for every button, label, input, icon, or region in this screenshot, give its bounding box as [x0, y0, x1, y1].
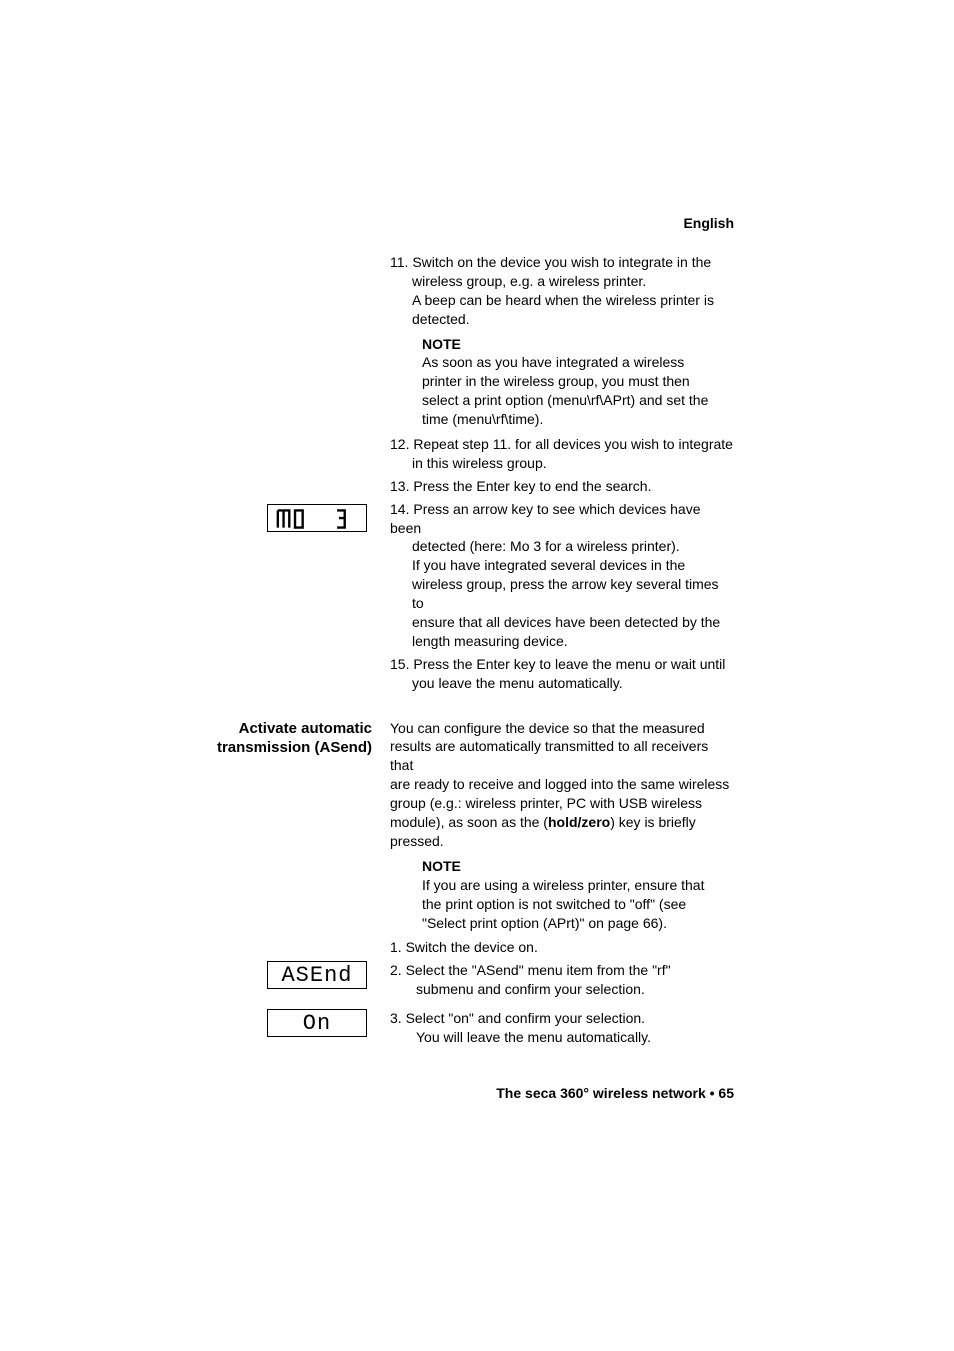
- document-page: English 11. Switch on the device you wis…: [0, 0, 954, 1051]
- step-12: 12. Repeat step 11. for all devices you …: [390, 435, 734, 473]
- step-12-line1: 12. Repeat step 11. for all devices you …: [390, 435, 734, 454]
- step-14-line4: wireless group, press the arrow key seve…: [390, 575, 734, 613]
- step-14-line3: If you have integrated several devices i…: [390, 556, 734, 575]
- asend-step-3-l2: You will leave the menu automatically.: [390, 1028, 734, 1047]
- asend-p3: are ready to receive and logged into the…: [390, 775, 734, 794]
- asend-p1: You can configure the device so that the…: [390, 719, 734, 738]
- note1-l3: select a print option (menu\rf\APrt) and…: [422, 391, 734, 410]
- note2-body: If you are using a wireless printer, ens…: [390, 876, 734, 933]
- lcd-asend: ASEnd: [267, 961, 367, 989]
- section-heading-l1: Activate automatic: [195, 719, 372, 739]
- step-13: 13. Press the Enter key to end the searc…: [390, 477, 734, 496]
- step-11-line4: detected.: [390, 310, 734, 329]
- step-11-line1: 11. Switch on the device you wish to int…: [390, 253, 734, 272]
- step-12-line2: in this wireless group.: [390, 454, 734, 473]
- row-step-14: 14. Press an arrow key to see which devi…: [195, 500, 734, 697]
- asend-step-2-l2: submenu and confirm your selection.: [390, 980, 734, 999]
- step-11: 11. Switch on the device you wish to int…: [390, 253, 734, 329]
- step-14-line5: ensure that all devices have been detect…: [390, 613, 734, 632]
- row-asend-step3: On 3. Select "on" and confirm your selec…: [195, 1009, 734, 1051]
- lcd-mo3-icon: [274, 507, 360, 531]
- lcd-mo3: [267, 504, 367, 532]
- row-step-11: 11. Switch on the device you wish to int…: [195, 253, 734, 500]
- asend-p5: module), as soon as the (hold/zero) key …: [390, 813, 734, 832]
- asend-step-2: 2. Select the "ASend" menu item from the…: [390, 961, 734, 999]
- step-14-line2: detected (here: Mo 3 for a wireless prin…: [390, 537, 734, 556]
- asend-step-3: 3. Select "on" and confirm your selectio…: [390, 1009, 734, 1047]
- step-14: 14. Press an arrow key to see which devi…: [390, 500, 734, 651]
- lcd-on-text: On: [303, 1013, 331, 1035]
- note2-l3: "Select print option (APrt)" on page 66)…: [422, 914, 734, 933]
- note1-heading: NOTE: [390, 335, 734, 354]
- step-14-line1: 14. Press an arrow key to see which devi…: [390, 500, 734, 538]
- asend-p2: results are automatically transmitted to…: [390, 737, 734, 775]
- note1-l2: printer in the wireless group, you must …: [422, 372, 734, 391]
- lcd-on: On: [267, 1009, 367, 1037]
- asend-p5-post: ) key is briefly: [610, 814, 696, 830]
- note1-body: As soon as you have integrated a wireles…: [390, 353, 734, 429]
- note2-heading: NOTE: [390, 857, 734, 876]
- asend-p6: pressed.: [390, 832, 734, 851]
- language-header: English: [195, 215, 734, 231]
- asend-p5-bold: hold/zero: [548, 814, 610, 830]
- note1-l1: As soon as you have integrated a wireles…: [422, 353, 734, 372]
- section-heading-l2: transmission (ASend): [195, 738, 372, 758]
- step-11-line2: wireless group, e.g. a wireless printer.: [390, 272, 734, 291]
- asend-step-2-l1: 2. Select the "ASend" menu item from the…: [390, 961, 734, 980]
- note1-l4: time (menu\rf\time).: [422, 410, 734, 429]
- step-11-line3: A beep can be heard when the wireless pr…: [390, 291, 734, 310]
- asend-step-1: 1. Switch the device on.: [390, 938, 734, 957]
- step-15-line1: 15. Press the Enter key to leave the men…: [390, 655, 734, 674]
- lcd-asend-text: ASEnd: [281, 965, 352, 987]
- step-15: 15. Press the Enter key to leave the men…: [390, 655, 734, 693]
- step-15-line2: you leave the menu automatically.: [390, 674, 734, 693]
- note2-l1: If you are using a wireless printer, ens…: [422, 876, 734, 895]
- step-13-line1: 13. Press the Enter key to end the searc…: [390, 477, 734, 496]
- row-section-asend: Activate automatic transmission (ASend) …: [195, 719, 734, 962]
- step-14-line6: length measuring device.: [390, 632, 734, 651]
- section-heading-asend: Activate automatic transmission (ASend): [195, 719, 372, 758]
- page-footer: The seca 360° wireless network • 65: [496, 1085, 734, 1101]
- asend-p4: group (e.g.: wireless printer, PC with U…: [390, 794, 734, 813]
- asend-step-3-l1: 3. Select "on" and confirm your selectio…: [390, 1009, 734, 1028]
- row-asend-step2: ASEnd 2. Select the "ASend" menu item fr…: [195, 961, 734, 1003]
- asend-p5-pre: module), as soon as the (: [390, 814, 548, 830]
- note2-l2: the print option is not switched to "off…: [422, 895, 734, 914]
